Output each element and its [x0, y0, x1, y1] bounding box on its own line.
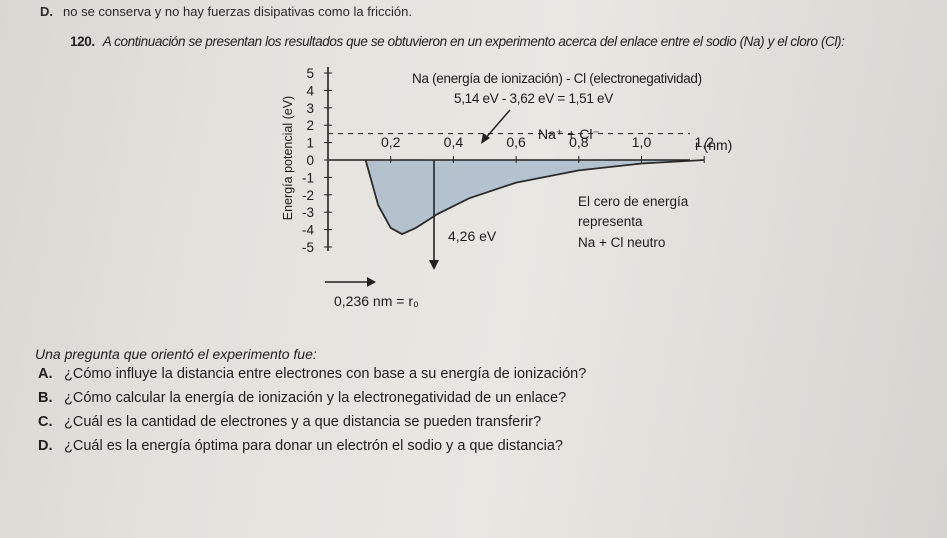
previous-option-letter: D.	[40, 4, 53, 19]
question-prompt: Una pregunta que orientó el experimento …	[35, 346, 317, 362]
option-b-text: ¿Cómo calcular la energía de ionización …	[64, 390, 567, 406]
y-tick-label: 1	[306, 136, 314, 151]
x-tick-label: 0,6	[506, 134, 526, 150]
y-tick-label: -5	[302, 240, 314, 255]
depth-arrow-head	[429, 260, 439, 270]
y-tick-label: 4	[306, 83, 314, 98]
ions-arrow-head	[481, 133, 490, 144]
option-d[interactable]: D. ¿Cuál es la energía óptima para donar …	[38, 438, 563, 454]
y-tick-label: 0	[306, 153, 314, 168]
option-b[interactable]: B. ¿Cómo calcular la energía de ionizació…	[38, 390, 566, 406]
r0-arrow-head	[367, 277, 376, 287]
y-tick-label: 5	[306, 66, 314, 81]
question-number: 120.	[70, 34, 95, 49]
option-a-text: ¿Cómo influye la distancia entre electro…	[64, 366, 587, 382]
option-d-text: ¿Cuál es la energía óptima para donar un…	[64, 438, 563, 454]
previous-option: D. no se conserva y no hay fuerzas disipa…	[40, 4, 412, 19]
x-tick-label: 1,0	[632, 134, 652, 150]
option-a[interactable]: A. ¿Cómo influye la distancia entre elect…	[38, 366, 586, 382]
annotation-top-line1: Na (energía de ionización) - Cl (electro…	[412, 71, 702, 86]
annotation-ions: Na⁺ + Cl⁻	[538, 126, 600, 142]
question-text: A continuación se presentan los resultad…	[102, 34, 845, 49]
y-axis-label: Energía potencial (eV)	[281, 96, 295, 220]
ions-arrow-line	[483, 109, 511, 141]
y-tick-label: -3	[302, 205, 314, 220]
annotation-zero-line3: Na + Cl neutro	[578, 235, 665, 250]
x-axis-label: r (nm)	[695, 137, 732, 153]
annotation-zero-line1: El cero de energía	[578, 194, 689, 209]
annotation-top-line2: 5,14 eV - 3,62 eV = 1,51 eV	[454, 91, 613, 106]
annotation-r0: 0,236 nm = r₀	[334, 293, 419, 309]
x-tick-label: 0,8	[569, 134, 589, 150]
y-tick-label: -4	[302, 223, 314, 238]
option-c-text: ¿Cuál es la cantidad de electrones y a q…	[64, 414, 542, 430]
potential-curve	[364, 159, 705, 236]
x-tick-label: 1,2	[694, 134, 714, 150]
annotation-zero-line2: representa	[578, 214, 643, 229]
x-tick-label: 0,2	[381, 134, 401, 150]
question-header: 120. A continuación se presentan los resu…	[70, 34, 845, 49]
potential-well-fill	[365, 160, 705, 235]
option-d-letter: D.	[38, 438, 53, 454]
annotation-depth: 4,26 eV	[448, 228, 497, 244]
y-tick-label: 3	[306, 101, 314, 116]
option-a-letter: A.	[38, 366, 53, 382]
option-c[interactable]: C. ¿Cuál es la cantidad de electrones y a…	[38, 414, 541, 430]
x-tick-label: 0,4	[444, 134, 464, 150]
option-c-letter: C.	[38, 414, 53, 430]
y-tick-label: -1	[302, 170, 314, 185]
y-tick-label: 2	[306, 118, 314, 133]
option-b-letter: B.	[38, 390, 53, 406]
previous-option-text: no se conserva y no hay fuerzas disipati…	[63, 4, 413, 19]
y-tick-label: -2	[302, 188, 314, 203]
